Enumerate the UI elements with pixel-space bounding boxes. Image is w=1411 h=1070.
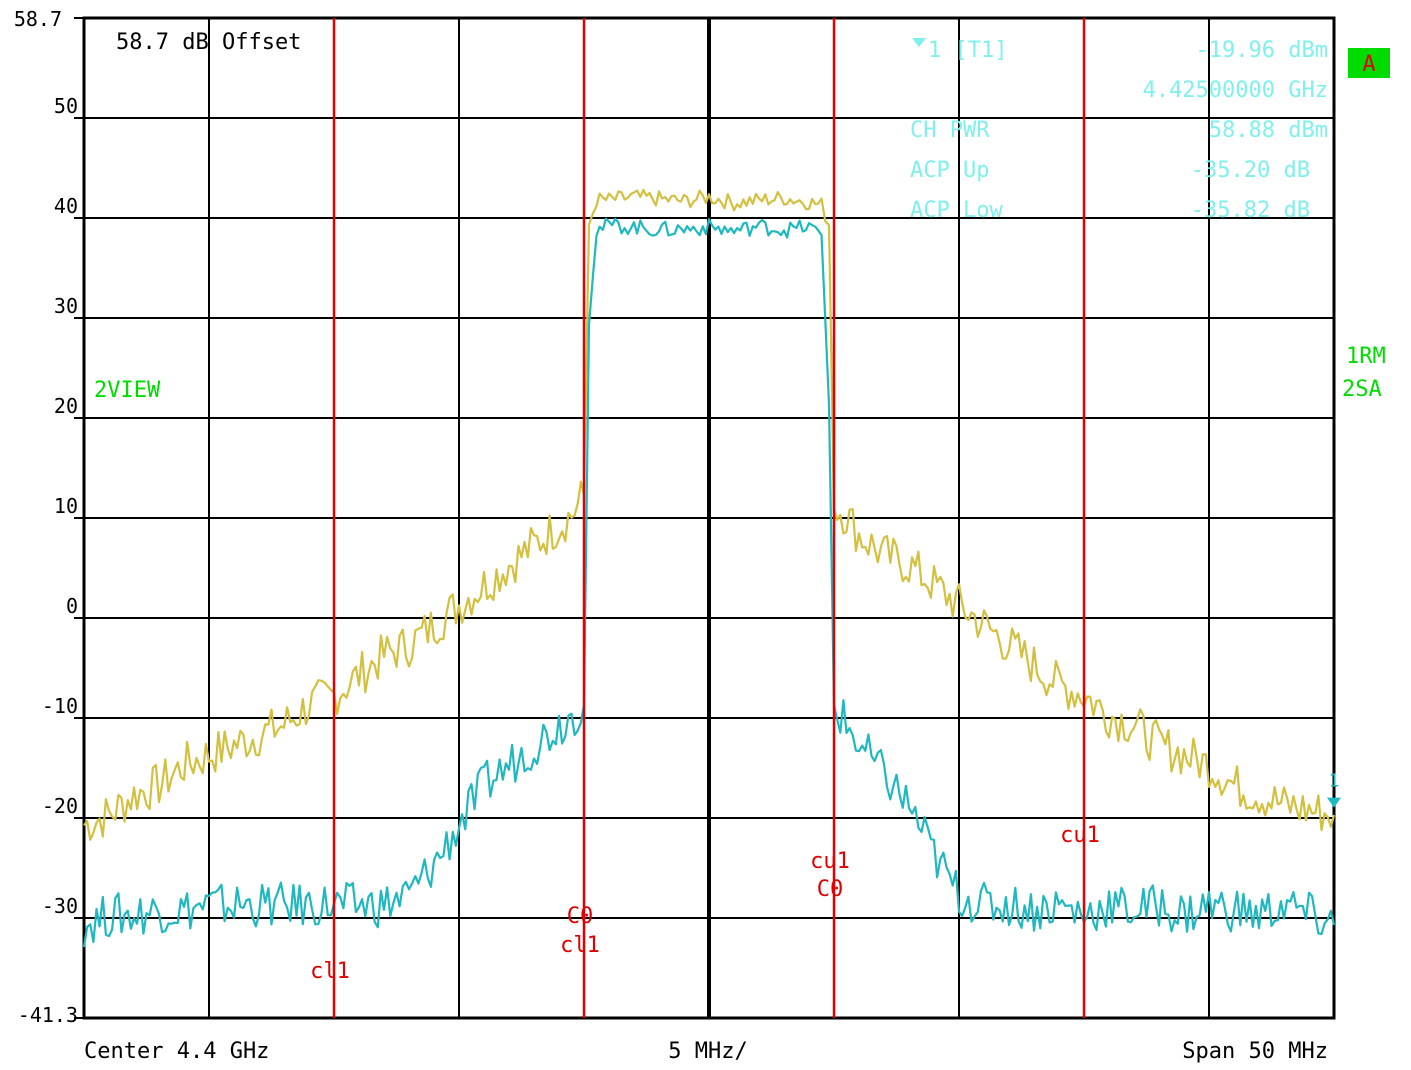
marker-1-label: 1 bbox=[1329, 771, 1340, 792]
acp-low-label: ACP Low bbox=[910, 198, 1003, 223]
trace2-mode-label: 2SA bbox=[1342, 377, 1382, 402]
y-tick-label: -20 bbox=[42, 794, 78, 818]
traces bbox=[82, 188, 1336, 948]
center-frequency-label: Center 4.4 GHz bbox=[84, 1039, 269, 1064]
channel-label: C0 bbox=[567, 904, 594, 929]
marker-frequency: 4.42500000 GHz bbox=[1143, 78, 1328, 103]
channel-lines: cl1 C0 cl1 cu1 C0 cu1 bbox=[310, 18, 1100, 1018]
y-tick-label: 10 bbox=[54, 494, 78, 518]
trace-2 bbox=[82, 217, 1336, 948]
offset-label: 58.7 dB Offset bbox=[116, 30, 301, 55]
y-tick-label: 50 bbox=[54, 94, 78, 118]
marker-1-icon bbox=[1327, 797, 1341, 808]
ch-pwr-value: 58.88 dBm bbox=[1209, 118, 1328, 143]
channel-label: cl1 bbox=[310, 959, 350, 984]
trace-1 bbox=[83, 188, 1336, 841]
y-tick-label: -30 bbox=[42, 894, 78, 918]
y-top-label: 58.7 bbox=[14, 7, 62, 31]
span-label: Span 50 MHz bbox=[1182, 1039, 1328, 1064]
channel-label: cu1 bbox=[1060, 823, 1100, 848]
y-tick-label: 40 bbox=[54, 194, 78, 218]
marker-triangle-icon bbox=[912, 38, 926, 47]
y-tick-labels: 50 40 30 20 10 0 -10 -20 -30 bbox=[42, 94, 78, 918]
marker-label: 1 [T1] bbox=[928, 38, 1007, 63]
marker-value: -19.96 dBm bbox=[1196, 38, 1328, 63]
view-label: 2VIEW bbox=[94, 378, 161, 403]
channel-label: C0 bbox=[817, 877, 844, 902]
ch-pwr-label: CH PWR bbox=[910, 118, 990, 143]
y-bottom-label: -41.3 bbox=[18, 1003, 78, 1027]
marker-1: 1 bbox=[1327, 771, 1341, 808]
y-tick-label: -10 bbox=[42, 694, 78, 718]
channel-label: cu1 bbox=[810, 849, 850, 874]
acp-up-value: -35.20 dB bbox=[1191, 158, 1310, 183]
div-label: 5 MHz/ bbox=[668, 1039, 747, 1064]
badge-a-label: A bbox=[1362, 52, 1375, 77]
marker-readout: 1 [T1] -19.96 dBm 4.42500000 GHz CH PWR … bbox=[910, 38, 1328, 223]
badge-a bbox=[1348, 48, 1390, 78]
y-tick-label: 20 bbox=[54, 394, 78, 418]
acp-up-label: ACP Up bbox=[910, 158, 989, 183]
channel-label: cl1 bbox=[560, 933, 600, 958]
y-tick-label: 0 bbox=[66, 594, 78, 618]
acp-low-value: -35.82 dB bbox=[1191, 198, 1310, 223]
grid bbox=[74, 16, 1336, 1020]
trace1-mode-label: 1RM bbox=[1346, 344, 1386, 369]
y-tick-label: 30 bbox=[54, 294, 78, 318]
